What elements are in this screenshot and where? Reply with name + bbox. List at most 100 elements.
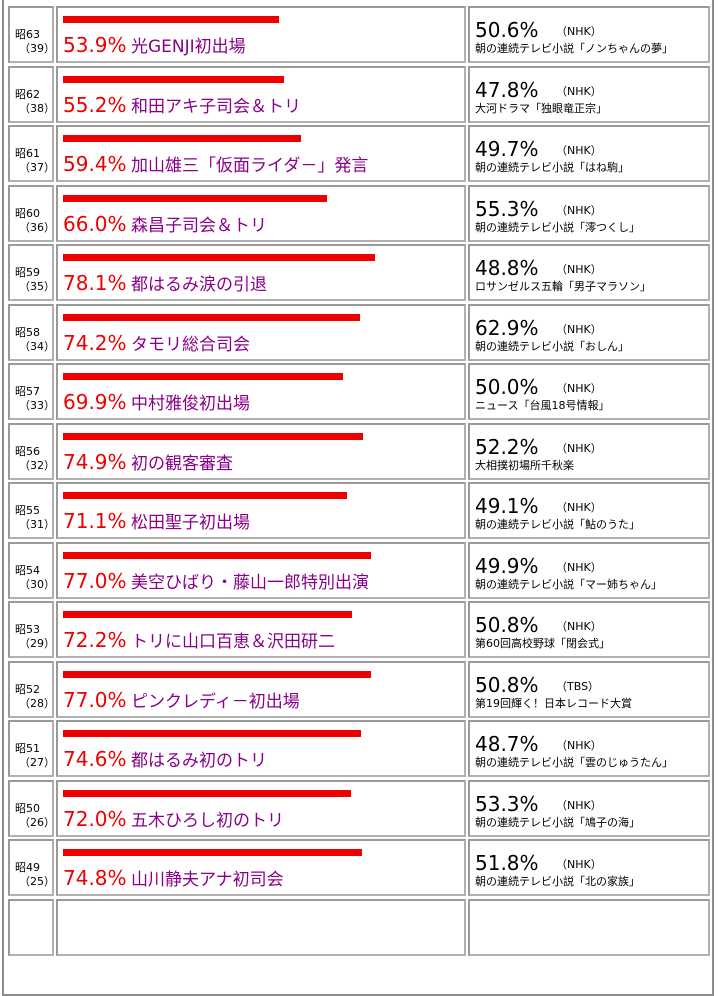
rival-cell: 55.3% （NHK） 朝の連続テレビ小説「澪つくし」 [468, 184, 710, 242]
rating-value: 71.1% [63, 509, 127, 533]
rival-network: （NHK） [556, 144, 602, 157]
year-cell: 昭62 （38） [8, 65, 55, 123]
rival-rating: 49.1% [475, 494, 539, 518]
rival-rating: 50.8% [475, 672, 539, 697]
rating-bar [63, 789, 351, 797]
rival-cell: 51.8% （NHK） 朝の連続テレビ小説「北の家族」 [468, 839, 710, 896]
year-cell: 昭59 （35） [8, 244, 55, 301]
rival-network: （NHK） [556, 382, 602, 395]
empty-cell [56, 898, 466, 956]
rival-cell: 62.9% （NHK） 朝の連続テレビ小説「おしん」 [468, 303, 710, 361]
era-label: 昭53 [15, 623, 40, 636]
table-row: 昭53 （29） 72.2% トリに山口百恵＆沢田研二 50.8% （NHK） 第60回高校… [8, 601, 710, 658]
table-row: 昭61 （37） 59.4% 加山雄三「仮面ライダ－」発言 49.7% （NHK） 朝の連続… [8, 125, 710, 182]
table-row: 昭54 （30） 77.0% 美空ひばり・藤山一郎特別出演 49.9% （NHK） 朝の連続… [8, 541, 710, 599]
year-cell: 昭56 （32） [8, 422, 55, 480]
rival-program: 朝の連続テレビ小説「おしん」 [475, 339, 629, 353]
empty-cell [8, 898, 54, 956]
year-cell: 昭49 （25） [8, 839, 55, 896]
empty-cell [468, 898, 710, 956]
rating-cell: 53.9% 光GENJI初出場 [56, 6, 466, 63]
rival-rating: 48.7% [475, 732, 539, 756]
rating-value: 66.0% [63, 211, 127, 236]
rival-program: 第19回輝く！日本レコード大賞 [475, 696, 632, 710]
rating-value: 74.9% [63, 449, 127, 474]
rival-network: （NHK） [556, 560, 602, 574]
rating-bar [63, 492, 347, 499]
table-row: 昭51 （27） 74.6% 都はるみ初のトリ 48.7% （NHK） 朝の連続テレビ小説「… [8, 720, 710, 777]
era-label: 昭50 [15, 801, 40, 815]
edition-number: （36） [19, 220, 55, 234]
rating-value: 77.0% [63, 687, 127, 712]
rating-bar [63, 730, 361, 737]
table-row: 昭59 （35） 78.1% 都はるみ涙の引退 48.8% （NHK） ロサンゼルス五輪「男… [8, 244, 710, 301]
rival-program: 大河ドラマ「独眼竜正宗」 [475, 101, 607, 115]
rating-cell: 77.0% 美空ひばり・藤山一郎特別出演 [56, 541, 466, 599]
event-label: 松田聖子初出場 [131, 513, 250, 533]
rating-bar [63, 373, 343, 380]
rating-value: 53.9% [63, 33, 127, 57]
rival-network: （NHK） [556, 322, 602, 336]
rival-program: 第60回高校野球「閉会式」 [475, 637, 610, 650]
edition-number: （28） [19, 696, 55, 710]
era-label: 昭49 [15, 861, 40, 874]
rival-network: （NHK） [556, 441, 602, 455]
year-cell: 昭50 （26） [8, 779, 55, 837]
rating-cell: 77.0% ピンクレディ－初出場 [56, 660, 466, 718]
era-label: 昭58 [15, 325, 40, 339]
edition-number: （29） [19, 637, 55, 650]
year-cell: 昭57 （33） [8, 363, 55, 420]
year-cell: 昭63 （39） [8, 6, 55, 63]
year-cell: 昭54 （30） [8, 541, 55, 599]
table-row: 昭62 （38） 55.2% 和田アキ子司会＆トリ 47.8% （NHK） 大河ドラマ「独眼… [8, 65, 710, 123]
era-label: 昭61 [15, 147, 40, 160]
rival-program: 朝の連続テレビ小説「鳩子の海」 [475, 815, 640, 829]
rating-cell: 71.1% 松田聖子初出場 [56, 482, 466, 539]
rival-program: 朝の連続テレビ小説「澪つくし」 [475, 220, 640, 234]
rating-cell: 59.4% 加山雄三「仮面ライダ－」発言 [56, 125, 466, 182]
rating-bar [63, 16, 279, 23]
rival-cell: 50.8% （NHK） 第60回高校野球「閉会式」 [468, 601, 710, 658]
rating-value: 59.4% [63, 152, 127, 176]
rival-cell: 50.8% （TBS） 第19回輝く！日本レコード大賞 [468, 660, 710, 718]
rating-bar [63, 254, 375, 261]
event-label: 初の観客審査 [131, 453, 233, 474]
year-cell: 昭60 （36） [8, 184, 55, 242]
era-label: 昭57 [15, 385, 40, 398]
rival-cell: 49.1% （NHK） 朝の連続テレビ小説「鮎のうた」 [468, 482, 710, 539]
rival-cell: 49.9% （NHK） 朝の連続テレビ小説「マー姉ちゃん」 [468, 541, 710, 599]
edition-number: （35） [19, 280, 55, 293]
rating-bar [63, 551, 371, 559]
event-label: トリに山口百恵＆沢田研二 [131, 632, 335, 652]
rating-cell: 74.9% 初の観客審査 [56, 422, 466, 480]
edition-number: （27） [19, 756, 55, 769]
edition-number: （34） [19, 339, 55, 353]
rival-network: （NHK） [556, 25, 602, 38]
rating-cell: 69.9% 中村雅俊初出場 [56, 363, 466, 420]
rival-network: （NHK） [556, 501, 602, 514]
rating-cell: 55.2% 和田アキ子司会＆トリ [56, 65, 466, 123]
rival-program: ニュース「台風18号情報」 [475, 399, 610, 412]
rival-network: （NHK） [556, 739, 602, 752]
rival-program: 朝の連続テレビ小説「雲のじゅうたん」 [475, 756, 673, 769]
rating-value: 74.8% [63, 866, 127, 890]
year-cell: 昭51 （27） [8, 720, 55, 777]
rival-rating: 53.3% [475, 791, 539, 816]
rating-value: 55.2% [63, 92, 127, 117]
rating-cell: 66.0% 森昌子司会＆トリ [56, 184, 466, 242]
rival-program: 朝の連続テレビ小説「マー姉ちゃん」 [475, 577, 662, 591]
edition-number: （37） [19, 161, 55, 174]
rival-rating: 49.9% [475, 553, 539, 578]
edition-number: （25） [19, 875, 55, 888]
rating-cell: 78.1% 都はるみ涙の引退 [56, 244, 466, 301]
rival-rating: 62.9% [475, 315, 539, 340]
rival-cell: 48.7% （NHK） 朝の連続テレビ小説「雲のじゅうたん」 [468, 720, 710, 777]
era-label: 昭52 [15, 682, 40, 696]
era-label: 昭59 [15, 266, 40, 279]
year-cell: 昭61 （37） [8, 125, 55, 182]
event-label: 都はるみ涙の引退 [131, 275, 267, 295]
rival-rating: 55.3% [475, 196, 539, 221]
rating-bar [63, 432, 363, 440]
event-label: 中村雅俊初出場 [131, 394, 250, 414]
rival-rating: 50.0% [475, 375, 539, 399]
